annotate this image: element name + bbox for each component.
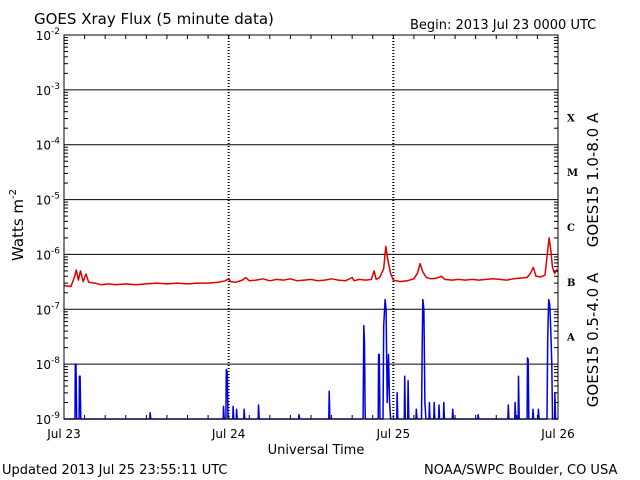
y-tick-label: 10-8 xyxy=(36,356,61,372)
x-tick-label: Jul 25 xyxy=(376,427,411,441)
y-tick-label: 10-5 xyxy=(36,192,60,208)
y-tick-label: 10-3 xyxy=(36,82,60,98)
series-layer xyxy=(63,237,559,420)
flare-class-label: C xyxy=(567,223,575,234)
legend-long-wave-label: GOES15 1.0-8.0 A xyxy=(584,112,602,247)
legend-short-wave: GOES15 0.5-4.0 A xyxy=(584,272,602,407)
grid-layer xyxy=(64,34,558,420)
svg-text:Watts m-2: Watts m-2 xyxy=(8,189,27,261)
begin-label: Begin: 2013 Jul 23 0000 UTC xyxy=(410,18,596,33)
x-tick-label: Jul 24 xyxy=(211,427,246,441)
y-axis-title-base: Watts m xyxy=(9,199,27,261)
series-line-long-wave xyxy=(63,237,559,288)
credit-label: NOAA/SWPC Boulder, CO USA xyxy=(424,463,617,478)
flare-class-label: M xyxy=(567,168,578,179)
chart-title: GOES Xray Flux (5 minute data) xyxy=(34,10,274,28)
y-tick-label: 10-4 xyxy=(36,137,61,153)
x-tick-label: Jul 26 xyxy=(540,427,575,441)
legend-long-wave: GOES15 1.0-8.0 A xyxy=(584,112,602,247)
series-line-short-wave xyxy=(64,298,558,420)
legend-short-wave-label: GOES15 0.5-4.0 A xyxy=(584,272,602,407)
plot-frame xyxy=(63,34,559,420)
flare-class-label: A xyxy=(566,333,575,344)
x-tick-label: Jul 23 xyxy=(46,427,81,441)
flare-class-label: X xyxy=(567,113,575,124)
y-tick-label: 10-6 xyxy=(36,246,61,262)
flare-class-label: B xyxy=(567,278,575,289)
y-tick-label: 10-9 xyxy=(36,411,61,427)
x-axis-title: Universal Time xyxy=(268,443,365,458)
y-axis-title: Watts m-2 xyxy=(8,189,27,261)
y-tick-label: 10-2 xyxy=(36,27,60,43)
updated-label: Updated 2013 Jul 25 23:55:11 UTC xyxy=(2,463,227,478)
y-tick-label: 10-7 xyxy=(36,301,60,317)
y-axis-title-exponent: -2 xyxy=(8,189,19,199)
